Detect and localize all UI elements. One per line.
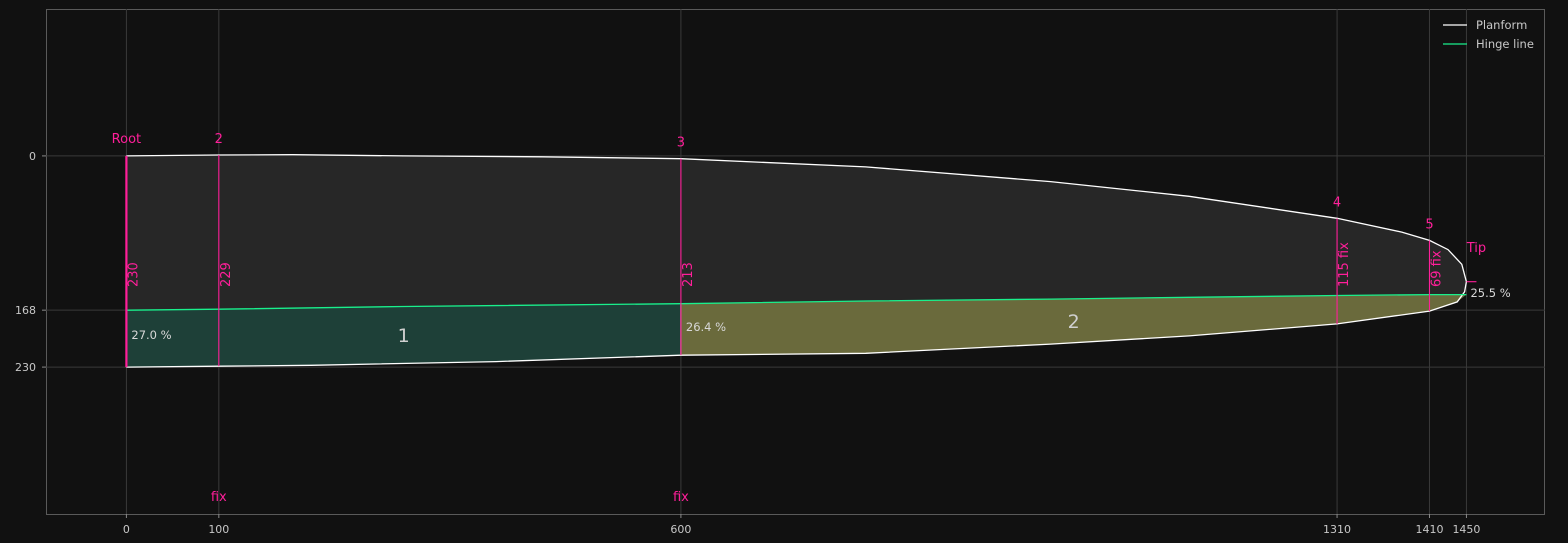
section-name-label: Tip bbox=[1466, 241, 1486, 256]
flap-depth-label: 27.0 % bbox=[131, 328, 171, 342]
y-tick-label: 0 bbox=[29, 150, 36, 163]
fix-label: fix bbox=[673, 490, 689, 505]
section-name-label: 4 bbox=[1333, 195, 1341, 210]
plot-frame bbox=[46, 9, 1545, 515]
flap-panel-fill-2 bbox=[680, 294, 1467, 356]
x-tick-label: 0 bbox=[123, 523, 130, 536]
legend-label: Planform bbox=[1476, 18, 1527, 32]
y-tick-label: 230 bbox=[15, 361, 36, 374]
section-name-label: 2 bbox=[215, 132, 223, 147]
section-name-label: 3 bbox=[677, 136, 685, 151]
hinge-line bbox=[126, 293, 1467, 311]
panel-label-2: 2 bbox=[1068, 311, 1080, 333]
fix-label: fix bbox=[211, 490, 227, 505]
flap-depth-label: 26.4 % bbox=[686, 320, 726, 334]
wing-fills bbox=[126, 154, 1467, 368]
legend: Planform Hinge line bbox=[1443, 18, 1534, 51]
chord-label: 213 bbox=[681, 262, 696, 287]
axis-ticks: 0 100 600 1310 1410 1450 0 168 230 bbox=[15, 150, 1480, 536]
flap-panel-fill-1 bbox=[126, 303, 681, 368]
chord-label: 115 fix bbox=[1337, 242, 1352, 287]
x-tick-label: 100 bbox=[208, 523, 229, 536]
x-tick-label: 1310 bbox=[1323, 523, 1351, 536]
chord-label: 230 bbox=[126, 262, 141, 287]
section-markers: Root 230 2 229 fix 3 213 fix 4 115 fix 5 69 fix Tip bbox=[112, 132, 1486, 505]
x-tick-label: 600 bbox=[670, 523, 691, 536]
section-name-label: Root bbox=[112, 132, 141, 147]
section-name-label: 5 bbox=[1425, 217, 1433, 232]
x-tick-label: 1450 bbox=[1452, 523, 1480, 536]
panel-label-1: 1 bbox=[398, 325, 410, 347]
x-tick-label: 1410 bbox=[1415, 523, 1443, 536]
legend-label: Hinge line bbox=[1476, 37, 1534, 51]
y-tick-label: 168 bbox=[15, 304, 36, 317]
chord-label: 69 fix bbox=[1429, 250, 1444, 287]
chord-label: 229 bbox=[219, 262, 234, 287]
flap-depth-label: 25.5 % bbox=[1470, 286, 1510, 300]
planform-line bbox=[126, 154, 1468, 368]
chart-labels: 1 2 27.0 % 26.4 % 25.5 % bbox=[131, 286, 1510, 347]
